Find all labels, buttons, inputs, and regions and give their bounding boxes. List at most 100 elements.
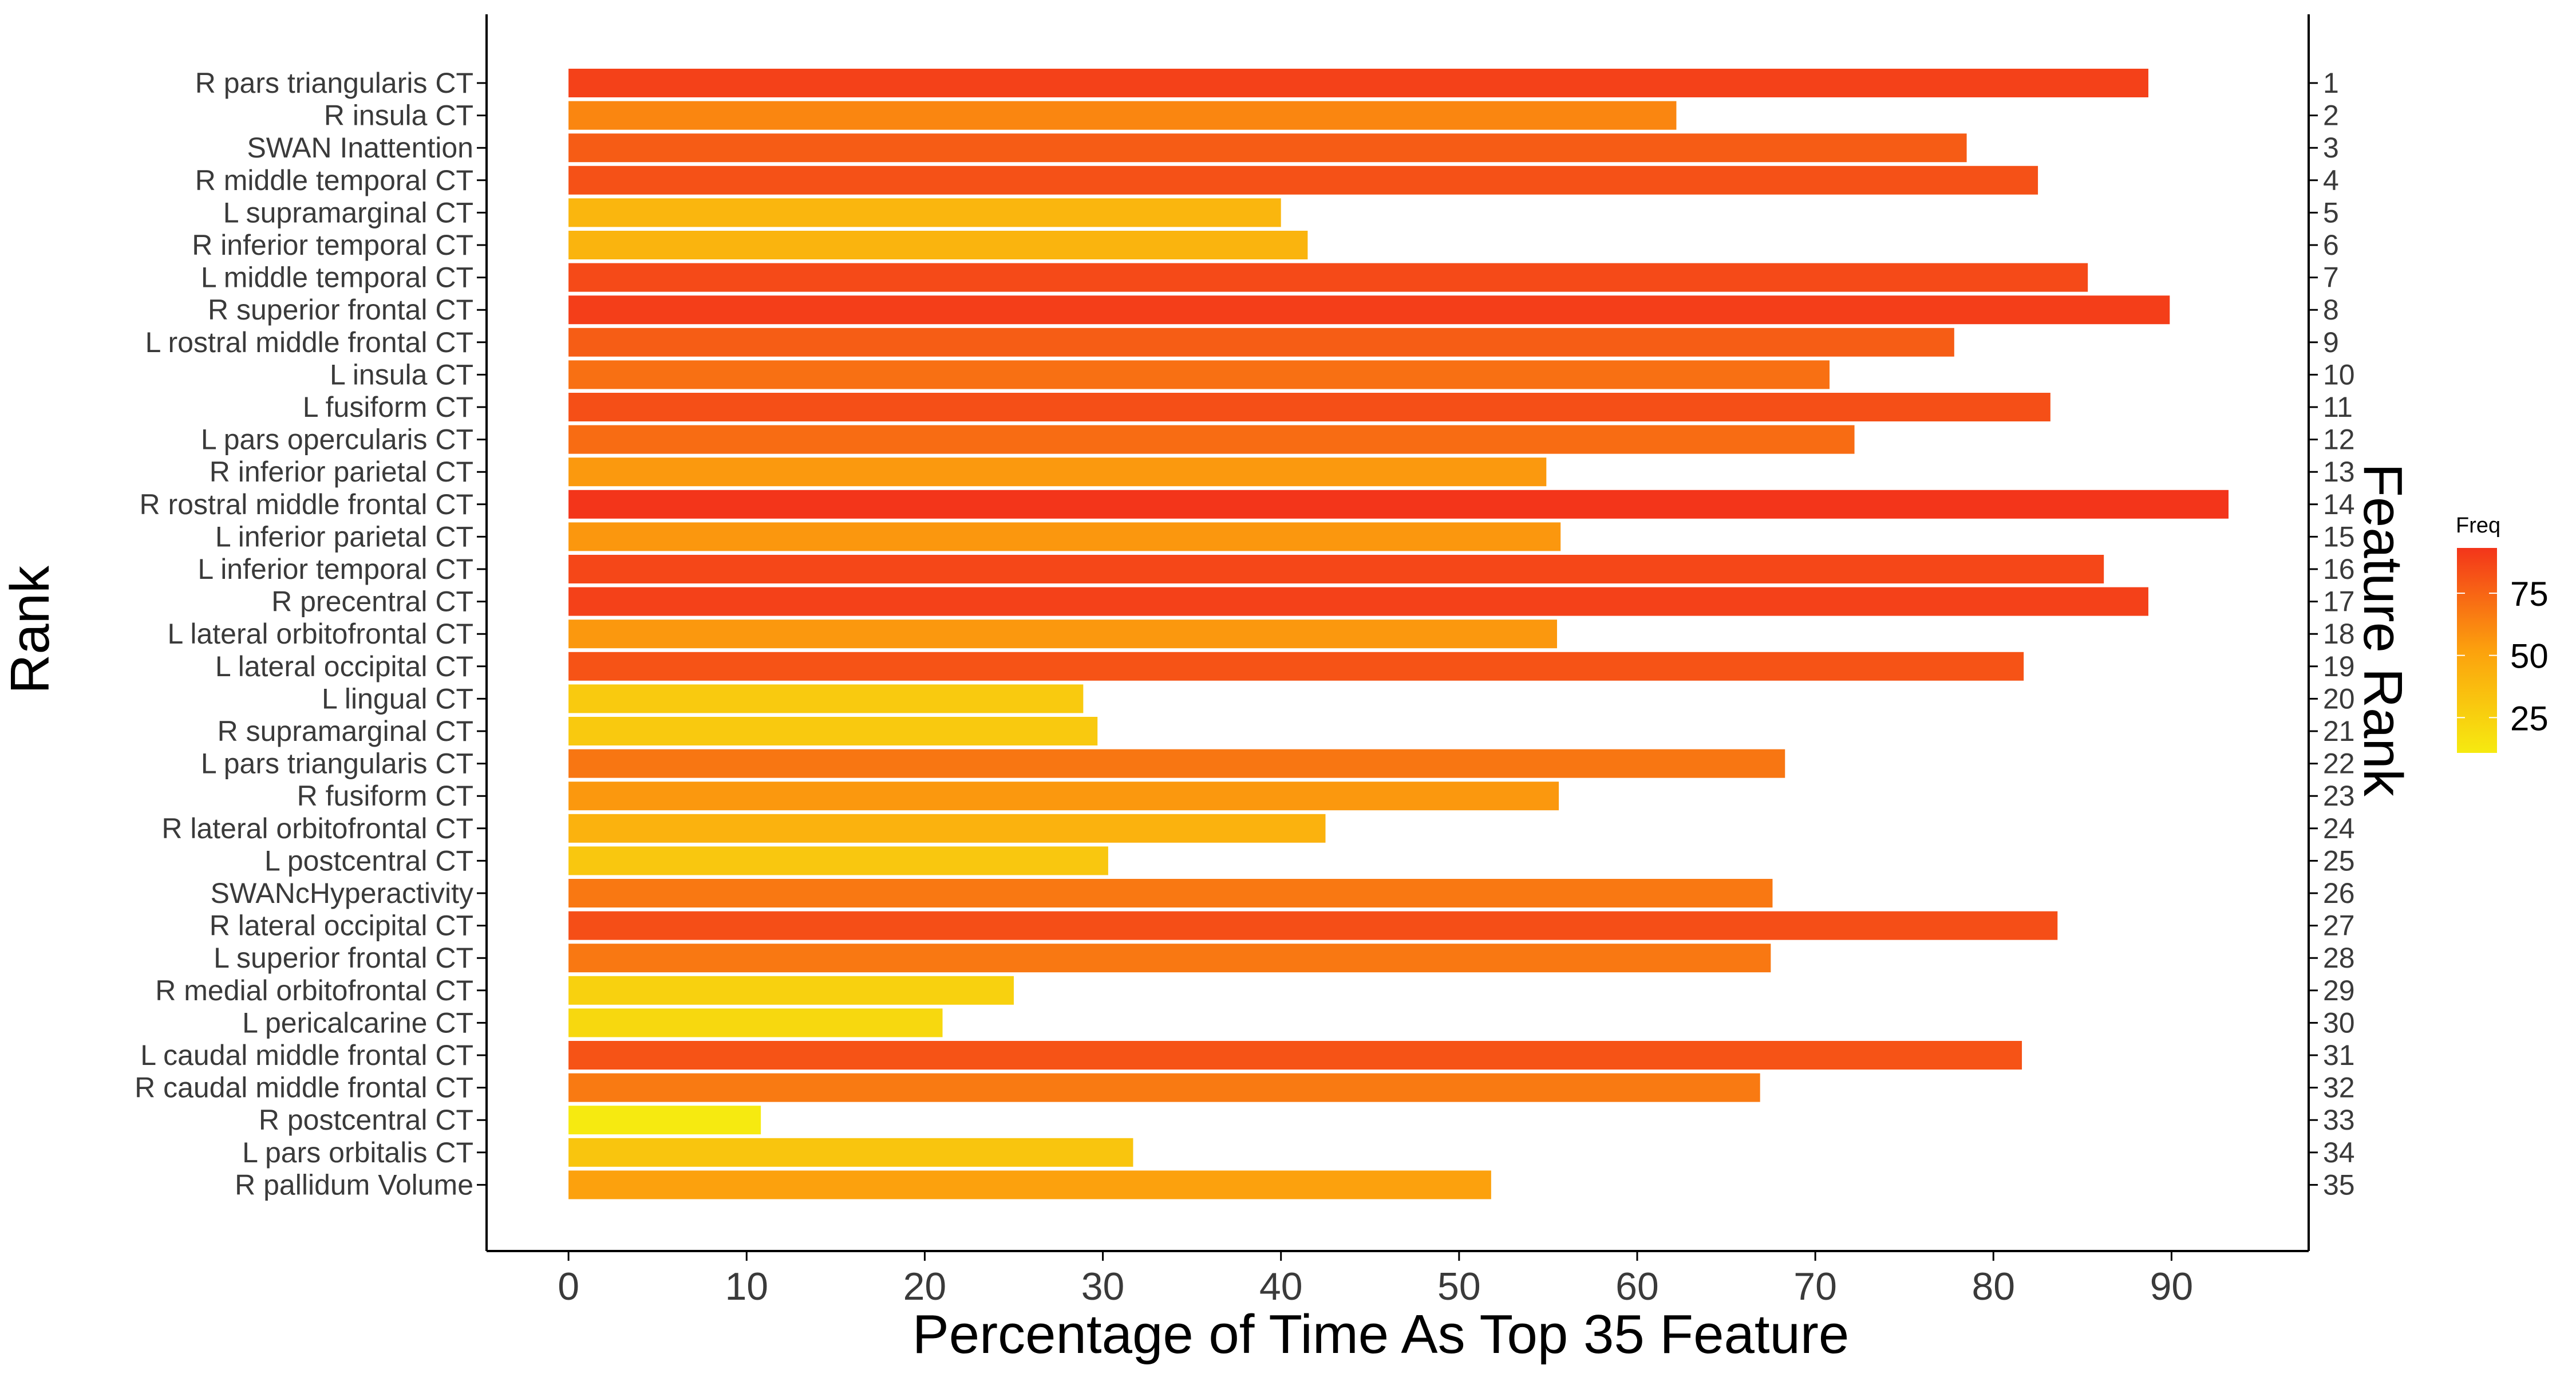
category-label: R lateral occipital CT xyxy=(210,910,473,942)
bar xyxy=(568,490,2229,519)
rank-label: 13 xyxy=(2323,456,2355,488)
bar xyxy=(568,1073,1760,1102)
legend-title: Freq xyxy=(2456,514,2500,538)
legend-tick-label: 75 xyxy=(2510,575,2549,613)
category-label: L insula CT xyxy=(330,358,473,390)
bar xyxy=(568,1170,1491,1200)
legend-tick-label: 50 xyxy=(2510,637,2549,676)
category-label: R inferior parietal CT xyxy=(210,456,473,488)
category-label: L superior frontal CT xyxy=(214,942,473,974)
x-axis-ticks: 0 10 20 30 40 50 60 70 80 90 xyxy=(558,1251,2193,1308)
bar xyxy=(568,1041,2022,1070)
category-label: R fusiform CT xyxy=(297,780,473,812)
x-tick-label: 70 xyxy=(1793,1265,1837,1308)
category-label: R inferior temporal CT xyxy=(192,229,473,261)
rank-label: 30 xyxy=(2323,1007,2355,1039)
x-tick-label: 60 xyxy=(1615,1265,1659,1308)
rank-label: 3 xyxy=(2323,132,2339,164)
rank-label: 21 xyxy=(2323,715,2355,747)
category-label: R pallidum Volume xyxy=(235,1169,473,1201)
category-label: R lateral orbitofrontal CT xyxy=(161,812,473,845)
rank-label: 19 xyxy=(2323,650,2355,682)
bar xyxy=(568,976,1014,1005)
bar xyxy=(568,457,1547,487)
rank-label: 17 xyxy=(2323,586,2355,618)
x-tick-label: 0 xyxy=(558,1265,579,1308)
rank-label: 31 xyxy=(2323,1039,2355,1071)
category-label: L rostral middle frontal CT xyxy=(145,326,473,358)
bar xyxy=(568,749,1785,778)
bar xyxy=(568,555,2104,583)
rank-label: 9 xyxy=(2323,326,2339,358)
category-label: L postcentral CT xyxy=(264,845,473,877)
category-label: R insula CT xyxy=(324,100,473,132)
bar xyxy=(568,846,1108,875)
rank-label: 22 xyxy=(2323,748,2355,780)
bar xyxy=(568,879,1773,908)
axes xyxy=(485,14,2310,1252)
bar xyxy=(568,1106,761,1135)
category-label: R precentral CT xyxy=(271,586,473,618)
category-label: R middle temporal CT xyxy=(195,164,473,196)
category-label: SWANcHyperactivity xyxy=(211,877,473,909)
category-label: L middle temporal CT xyxy=(201,262,473,294)
legend-color-bar xyxy=(2457,548,2497,753)
rank-label: 18 xyxy=(2323,618,2355,650)
legend-tick-label: 25 xyxy=(2510,699,2549,737)
rank-label: 4 xyxy=(2323,164,2339,196)
legend-ticks: 25 50 75 xyxy=(2457,575,2549,737)
rank-label: 14 xyxy=(2323,488,2355,520)
category-label: R superior frontal CT xyxy=(208,294,473,326)
x-tick-label: 20 xyxy=(903,1265,947,1308)
rank-label: 28 xyxy=(2323,942,2355,974)
bar xyxy=(568,814,1326,843)
rank-label: 2 xyxy=(2323,100,2339,132)
bar xyxy=(568,198,1281,227)
bar xyxy=(568,652,2024,681)
x-tick-label: 90 xyxy=(2150,1265,2194,1308)
bar xyxy=(568,101,1677,130)
bar xyxy=(568,133,1967,163)
rank-label: 8 xyxy=(2323,294,2339,326)
bar xyxy=(568,620,1557,649)
category-label: R rostral middle frontal CT xyxy=(140,488,474,520)
category-label: L caudal middle frontal CT xyxy=(140,1039,473,1071)
bar xyxy=(568,263,2088,292)
category-label: R supramarginal CT xyxy=(218,715,473,747)
bar xyxy=(568,522,1561,551)
category-label: R postcentral CT xyxy=(259,1104,473,1136)
category-label: R medial orbitofrontal CT xyxy=(155,974,473,1007)
category-label: L pericalcarine CT xyxy=(242,1007,473,1039)
category-label: R caudal middle frontal CT xyxy=(135,1072,473,1104)
bar xyxy=(568,393,2050,421)
category-label: L pars opercularis CT xyxy=(201,424,473,456)
rank-label: 27 xyxy=(2323,910,2355,942)
rank-label: 24 xyxy=(2323,812,2355,845)
rank-label: 29 xyxy=(2323,974,2355,1007)
bars-layer xyxy=(568,69,2229,1200)
bar xyxy=(568,587,2148,616)
legend: Freq 25 50 75 xyxy=(2456,514,2549,753)
bar xyxy=(568,782,1559,811)
bar xyxy=(568,295,2170,325)
category-label: L pars orbitalis CT xyxy=(242,1137,473,1169)
rank-label: 26 xyxy=(2323,877,2355,909)
x-tick-label: 80 xyxy=(1971,1265,2015,1308)
rank-label: 34 xyxy=(2323,1137,2355,1169)
rank-label: 5 xyxy=(2323,196,2339,228)
rank-label: 16 xyxy=(2323,553,2355,585)
rank-label: 32 xyxy=(2323,1072,2355,1104)
x-axis-title: Percentage of Time As Top 35 Feature xyxy=(912,1304,1850,1365)
rank-label: 23 xyxy=(2323,780,2355,812)
category-label: L fusiform CT xyxy=(303,391,473,423)
rank-label: 6 xyxy=(2323,229,2339,261)
rank-label: 35 xyxy=(2323,1169,2355,1201)
bar xyxy=(568,328,1954,357)
bar xyxy=(568,69,2148,97)
bar xyxy=(568,231,1308,259)
category-label: L inferior parietal CT xyxy=(215,520,473,553)
rank-label: 15 xyxy=(2323,520,2355,553)
bar xyxy=(568,360,1830,389)
